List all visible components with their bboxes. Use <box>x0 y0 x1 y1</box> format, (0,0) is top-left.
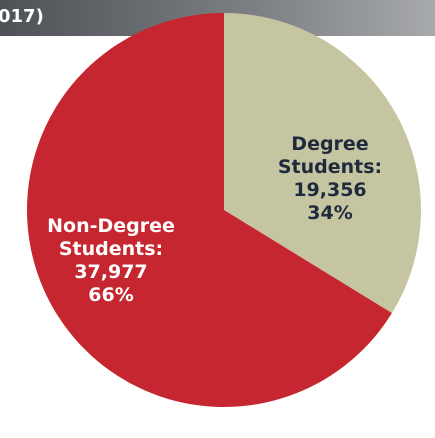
banner-title: 017) <box>0 6 44 27</box>
value-label: 37,977 <box>36 261 186 284</box>
slice-label: Non-Degree Students: 37,977 66% <box>36 215 186 307</box>
category-label: Degree Students: <box>262 133 398 179</box>
page: 017) Degree Students: 19,356 34% Non-Deg… <box>0 0 435 438</box>
percent-label: 34% <box>262 202 398 225</box>
percent-label: 66% <box>36 284 186 307</box>
slice-label: Degree Students: 19,356 34% <box>262 133 398 225</box>
value-label: 19,356 <box>262 179 398 202</box>
category-label: Non-Degree Students: <box>36 215 186 261</box>
